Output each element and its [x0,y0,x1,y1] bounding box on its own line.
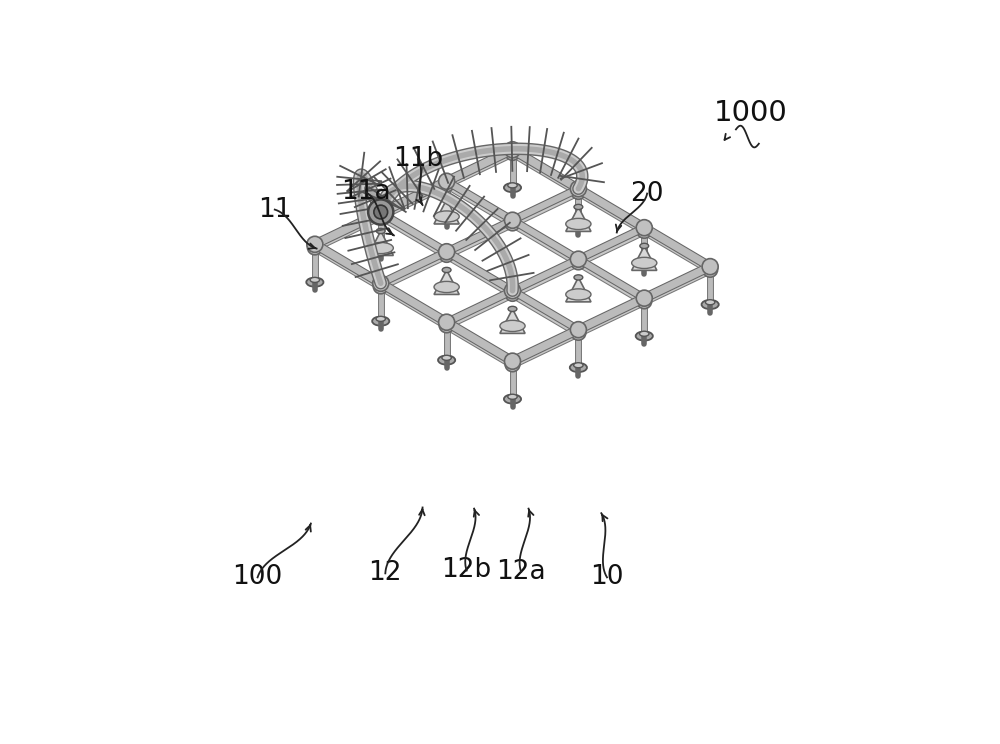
Ellipse shape [640,331,649,336]
Circle shape [373,205,389,221]
Circle shape [505,357,520,372]
Ellipse shape [574,205,583,210]
Text: 1000: 1000 [713,100,787,127]
Polygon shape [368,231,393,255]
Polygon shape [632,246,657,270]
Ellipse shape [500,321,525,332]
Circle shape [504,212,521,228]
Ellipse shape [376,228,385,234]
Ellipse shape [442,356,451,360]
Ellipse shape [705,300,715,305]
Polygon shape [434,270,459,295]
Ellipse shape [570,222,587,231]
Ellipse shape [570,363,587,372]
Ellipse shape [508,183,517,188]
Ellipse shape [702,300,719,309]
Circle shape [505,216,520,231]
Text: 11a: 11a [342,179,391,205]
Circle shape [373,279,388,294]
Circle shape [504,353,521,369]
Circle shape [439,314,455,330]
Circle shape [636,290,652,307]
Circle shape [571,255,586,270]
Ellipse shape [438,214,455,224]
Ellipse shape [372,316,389,326]
Circle shape [439,248,454,263]
Circle shape [373,208,388,223]
Text: 12b: 12b [442,557,492,583]
Text: 12a: 12a [496,559,546,585]
Circle shape [439,173,455,189]
Ellipse shape [636,261,653,270]
Circle shape [637,294,652,309]
Ellipse shape [442,214,451,219]
Text: 12: 12 [369,560,402,586]
Ellipse shape [566,219,591,230]
Ellipse shape [632,257,657,269]
Circle shape [439,244,455,260]
Ellipse shape [310,278,320,283]
Ellipse shape [376,316,385,321]
Circle shape [439,318,454,333]
Polygon shape [566,207,591,231]
Circle shape [570,251,586,267]
Ellipse shape [376,246,385,251]
Text: 11: 11 [258,196,292,222]
Polygon shape [500,309,525,333]
Ellipse shape [504,394,521,403]
Circle shape [504,283,521,299]
Ellipse shape [442,197,451,202]
Ellipse shape [442,267,451,272]
Ellipse shape [636,331,653,341]
Circle shape [307,240,322,255]
Text: 100: 100 [232,565,283,591]
Ellipse shape [566,289,591,300]
Circle shape [373,275,389,292]
Circle shape [307,237,323,252]
Text: 11b: 11b [393,146,443,172]
Ellipse shape [438,356,455,365]
Polygon shape [566,278,591,302]
Polygon shape [434,199,459,224]
Circle shape [368,199,393,225]
Ellipse shape [306,278,323,286]
Ellipse shape [508,394,517,400]
Circle shape [505,286,520,301]
Ellipse shape [640,243,649,248]
Circle shape [570,321,586,338]
Ellipse shape [574,275,583,280]
Text: 20: 20 [630,181,664,207]
Ellipse shape [508,307,517,312]
Circle shape [570,181,586,196]
Circle shape [505,145,520,160]
Ellipse shape [372,246,389,255]
Circle shape [636,219,652,236]
Circle shape [571,185,586,199]
Circle shape [439,177,454,192]
Ellipse shape [434,211,459,222]
Ellipse shape [640,260,649,266]
Circle shape [703,263,718,278]
Circle shape [374,205,388,219]
Circle shape [637,223,652,238]
Ellipse shape [574,363,583,368]
Ellipse shape [434,281,459,292]
Circle shape [504,142,521,158]
Ellipse shape [504,183,521,192]
Circle shape [702,259,718,275]
Ellipse shape [368,243,393,254]
Circle shape [571,325,586,340]
Text: 10: 10 [590,565,624,591]
Ellipse shape [574,222,583,227]
